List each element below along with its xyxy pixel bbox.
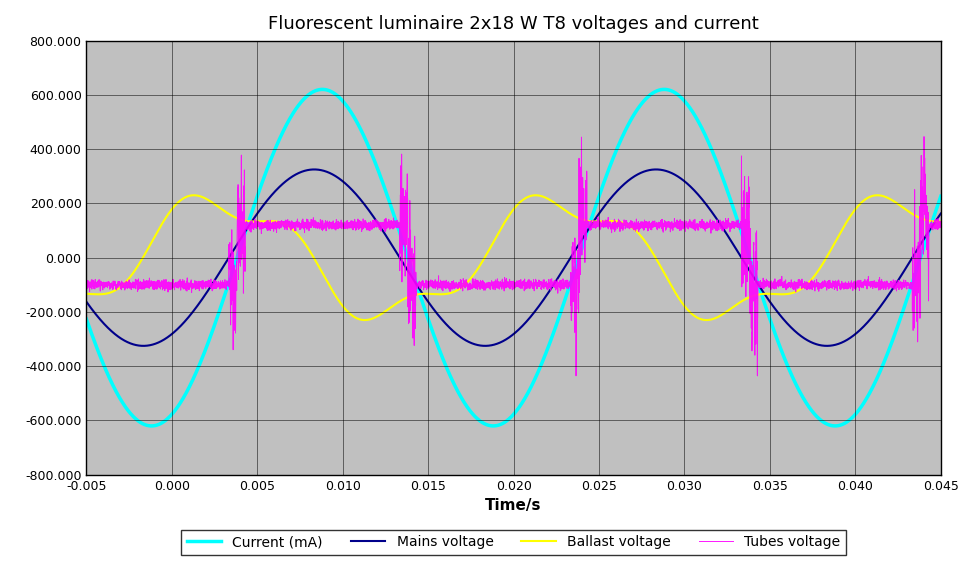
Tubes voltage: [587, 223, 598, 230]
Mains voltage: [714, 221, 726, 228]
Current (mA): [124, 409, 135, 416]
Mains voltage: [587, 220, 598, 227]
Ballast voltage: [623, 222, 635, 229]
Ballast voltage: [714, 313, 726, 320]
Tubes voltage: [935, 220, 947, 227]
Current (mA): [623, 119, 635, 126]
Mains voltage: [390, 248, 401, 255]
Tubes voltage: [714, 217, 726, 223]
Ballast voltage: [759, 290, 771, 297]
Ballast voltage: [701, 317, 712, 324]
Tubes voltage: [759, 280, 771, 287]
Mains voltage: [760, 292, 772, 299]
Current (mA): [390, 217, 401, 224]
Tubes voltage: [919, 133, 930, 140]
Ballast voltage: [81, 290, 92, 297]
Line: Mains voltage: Mains voltage: [86, 170, 941, 346]
Legend: Current (mA), Mains voltage, Ballast voltage, Tubes voltage: Current (mA), Mains voltage, Ballast vol…: [181, 530, 846, 555]
Mains voltage: [479, 342, 491, 349]
Ballast voltage: [935, 218, 947, 225]
Mains voltage: [81, 298, 92, 305]
Line: Tubes voltage: Tubes voltage: [86, 137, 941, 376]
Ballast voltage: [872, 192, 883, 199]
Line: Current (mA): Current (mA): [86, 89, 941, 426]
Current (mA): [759, 303, 771, 310]
Current (mA): [829, 423, 841, 430]
Tubes voltage: [81, 283, 92, 290]
X-axis label: Time/s: Time/s: [486, 498, 541, 513]
Current (mA): [714, 167, 726, 174]
Tubes voltage: [752, 372, 763, 379]
Title: Fluorescent luminaire 2x18 W T8 voltages and current: Fluorescent luminaire 2x18 W T8 voltages…: [268, 16, 759, 34]
Line: Ballast voltage: Ballast voltage: [86, 195, 941, 320]
Current (mA): [935, 193, 947, 200]
Current (mA): [587, 214, 598, 221]
Mains voltage: [935, 210, 947, 217]
Ballast voltage: [390, 301, 401, 307]
Mains voltage: [124, 339, 135, 346]
Ballast voltage: [587, 218, 598, 225]
Current (mA): [659, 86, 670, 93]
Tubes voltage: [390, 220, 401, 227]
Tubes voltage: [124, 281, 135, 288]
Tubes voltage: [623, 224, 635, 231]
Ballast voltage: [124, 274, 135, 281]
Current (mA): [81, 316, 92, 323]
Mains voltage: [624, 176, 636, 183]
Mains voltage: [308, 166, 320, 173]
